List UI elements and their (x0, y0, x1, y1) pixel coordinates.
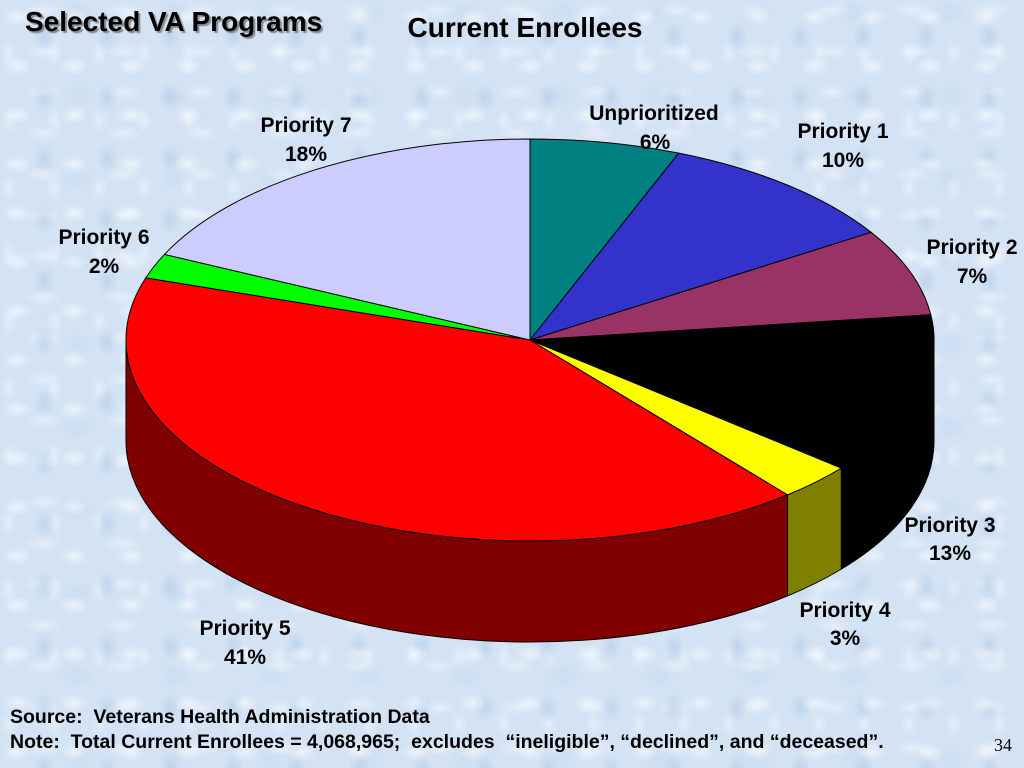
slice-label-priority-2: Priority 2 7% (926, 236, 1017, 288)
slide-title: Selected VA Programs (25, 6, 323, 37)
slice-label-value-priority-2: 7% (957, 265, 988, 288)
slice-label-value-priority-5: 41% (224, 646, 266, 669)
slice-label-unprioritized: Unprioritized 6% (589, 102, 719, 154)
pie-slices (125, 138, 935, 542)
footnote: Note: Total Current Enrollees = 4,068,96… (10, 731, 884, 753)
slice-label-name-priority-2: Priority 2 (926, 236, 1017, 259)
slice-label-priority-5: Priority 5 41% (199, 617, 290, 669)
slice-label-value-priority-1: 10% (822, 149, 864, 172)
slice-label-priority-1: Priority 1 10% (797, 120, 888, 172)
slice-label-name-priority-6: Priority 6 (58, 226, 149, 249)
pie-slice-priority-1 (529, 152, 872, 341)
slice-label-priority-7: Priority 7 18% (260, 114, 351, 166)
slice-label-name-priority-7: Priority 7 (260, 114, 351, 137)
slice-label-value-priority-3: 13% (929, 542, 971, 565)
slice-label-priority-4: Priority 4 3% (799, 599, 890, 650)
chart-title: Current Enrollees (407, 12, 643, 43)
pie-slice-priority-7 (163, 138, 531, 341)
slice-label-value-priority-7: 18% (285, 143, 327, 166)
slice-label-value-priority-4: 3% (830, 627, 861, 650)
slice-label-name-priority-1: Priority 1 (797, 120, 888, 143)
pie-slice-priority-3 (529, 314, 935, 469)
slice-labels: Unprioritized 6% Priority 1 10% Priority… (58, 102, 1017, 669)
pie-slice-priority-2 (529, 231, 932, 341)
slice-label-name-unprioritized: Unprioritized (589, 102, 719, 125)
slice-label-priority-6: Priority 6 2% (58, 226, 149, 278)
slice-label-priority-3: Priority 3 13% (904, 514, 995, 565)
pie-slice-unprioritized (529, 138, 680, 341)
source-note: Source: Veterans Health Administration D… (10, 706, 430, 728)
slice-label-name-priority-3: Priority 3 (904, 514, 995, 537)
slice-label-name-priority-5: Priority 5 (199, 617, 290, 640)
page-number: 34 (994, 735, 1012, 755)
slice-label-name-priority-4: Priority 4 (799, 599, 890, 622)
slice-label-value-unprioritized: 6% (640, 131, 671, 154)
pie-slice-priority-5 (125, 277, 789, 542)
slice-label-value-priority-6: 2% (89, 255, 120, 278)
